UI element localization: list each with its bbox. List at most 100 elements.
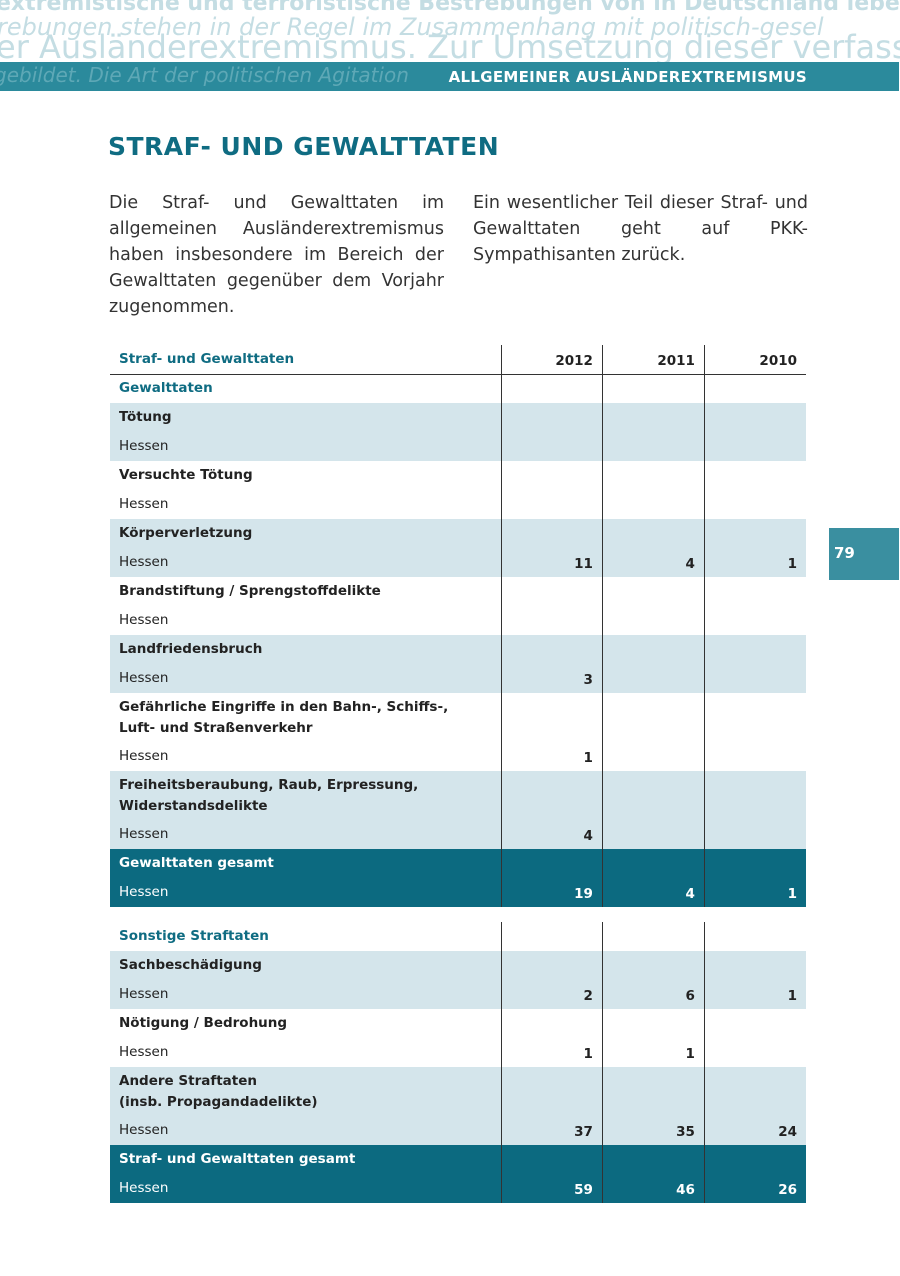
table-row: Hessen 3 <box>110 664 806 693</box>
cell-value <box>601 664 704 693</box>
page-number: 79 <box>829 528 899 580</box>
cell-value <box>500 1145 602 1174</box>
cell-value: 2011 <box>601 345 704 374</box>
cell-value <box>601 1067 704 1116</box>
cell-value <box>500 374 602 403</box>
table-row: Hessen 4 <box>110 820 806 849</box>
cell-value <box>703 693 806 742</box>
table-row: Hessen 1 <box>110 742 806 771</box>
row-label: Freiheitsberaubung, Raub, Erpressung, Wi… <box>119 776 419 814</box>
cell-value: 19 <box>500 878 602 907</box>
cell-value <box>500 403 602 432</box>
cell-value <box>703 771 806 820</box>
cell-value <box>703 951 806 980</box>
cell-value: 37 <box>500 1116 602 1145</box>
cell-value <box>703 742 806 771</box>
cell-value <box>703 490 806 519</box>
row-label: Hessen <box>119 884 169 900</box>
row-label: Versuchte Tötung <box>119 467 253 483</box>
table-row: Freiheitsberaubung, Raub, Erpressung, Wi… <box>110 771 806 820</box>
cell-value <box>500 951 602 980</box>
cell-value <box>500 519 602 548</box>
table-row: Sachbeschädigung <box>110 951 806 980</box>
table-row: Hessen <box>110 432 806 461</box>
row-label: Sachbeschädigung <box>119 957 262 973</box>
row-label: Hessen <box>119 1180 169 1196</box>
table-row: Hessen 11 4 1 <box>110 548 806 577</box>
section-title: ALLGEMEINER AUSLÄNDEREXTREMISMUS <box>448 68 807 86</box>
cell-value <box>500 577 602 606</box>
cell-value: 1 <box>500 1038 602 1067</box>
cell-value <box>500 849 602 878</box>
cell-value: 1 <box>703 548 806 577</box>
cell-value: 26 <box>703 1174 806 1203</box>
cell-value <box>703 403 806 432</box>
cell-value: 59 <box>500 1174 602 1203</box>
paragraph: Die Straf- und Gewalttaten im allgemeine… <box>109 193 444 317</box>
table-row: Brandstiftung / Sprengstoffdelikte <box>110 577 806 606</box>
row-label: Hessen <box>119 554 169 570</box>
cell-value: 2 <box>500 980 602 1009</box>
cell-value <box>500 693 602 742</box>
cell-value <box>500 1009 602 1038</box>
cell-value: 2010 <box>703 345 806 374</box>
cell-value <box>601 1009 704 1038</box>
header-band: gebildet. Die Art der politischen Agitat… <box>0 62 899 91</box>
row-label: Hessen <box>119 496 169 512</box>
cell-value <box>601 403 704 432</box>
row-label: Gefährliche Eingriffe in den Bahn-, Schi… <box>119 698 449 736</box>
row-label: Brandstiftung / Sprengstoffdelikte <box>119 583 381 599</box>
cell-value <box>500 771 602 820</box>
table-row: Hessen 19 4 1 <box>110 878 806 907</box>
watermark-line: er Ausländerextremismus. Zur Umsetzung d… <box>0 28 900 62</box>
table-row: Hessen <box>110 490 806 519</box>
watermark-line: rebungen stehen in der Regel im Zusammen… <box>0 13 824 41</box>
cell-value: 1 <box>703 878 806 907</box>
table-row: Tötung <box>110 403 806 432</box>
cell-value <box>500 606 602 635</box>
table-row: Hessen 59 46 26 <box>110 1174 806 1203</box>
row-label: Nötigung / Bedrohung <box>119 1015 288 1031</box>
cell-value <box>601 577 704 606</box>
cell-value: 2012 <box>500 345 602 374</box>
cell-value <box>601 820 704 849</box>
table-row: Hessen 1 1 <box>110 1038 806 1067</box>
cell-value <box>703 1038 806 1067</box>
cell-value: 35 <box>601 1116 704 1145</box>
row-label: Hessen <box>119 1122 169 1138</box>
cell-value <box>601 374 704 403</box>
cell-value: 1 <box>500 742 602 771</box>
table-row: Hessen <box>110 606 806 635</box>
cell-value <box>500 490 602 519</box>
cell-value <box>703 577 806 606</box>
row-label: Körperverletzung <box>119 525 253 541</box>
cell-value: 6 <box>601 980 704 1009</box>
table-row: Versuchte Tötung <box>110 461 806 490</box>
paragraph: Ein wesentlicher Teil dieser Straf- und … <box>473 193 808 265</box>
page-title: STRAF- UND GEWALTTATEN <box>108 132 500 161</box>
cell-value <box>601 849 704 878</box>
cell-value <box>500 1067 602 1116</box>
cell-value <box>601 693 704 742</box>
table-row: Straf- und Gewalttaten gesamt <box>110 1145 806 1174</box>
watermark-line: extremistische und terroristische Bestre… <box>0 0 900 16</box>
row-label: Tötung <box>119 409 172 425</box>
cell-value <box>703 922 806 951</box>
cell-value: 46 <box>601 1174 704 1203</box>
cell-value <box>601 432 704 461</box>
table-row: Hessen 37 35 24 <box>110 1116 806 1145</box>
cell-value <box>703 820 806 849</box>
row-label: Andere Straftaten (insb. Propagandadelik… <box>119 1072 318 1110</box>
cell-value: 11 <box>500 548 602 577</box>
cell-value: 4 <box>601 878 704 907</box>
row-label: Gewalttaten gesamt <box>119 855 274 871</box>
cell-value <box>703 432 806 461</box>
row-label: Gewalttaten <box>119 380 213 396</box>
cell-value <box>601 635 704 664</box>
table-row: Landfriedensbruch <box>110 635 806 664</box>
cell-value <box>703 635 806 664</box>
cell-value <box>703 1145 806 1174</box>
cell-value <box>601 1145 704 1174</box>
table-row: Gewalttaten <box>110 374 806 403</box>
cell-value <box>500 461 602 490</box>
